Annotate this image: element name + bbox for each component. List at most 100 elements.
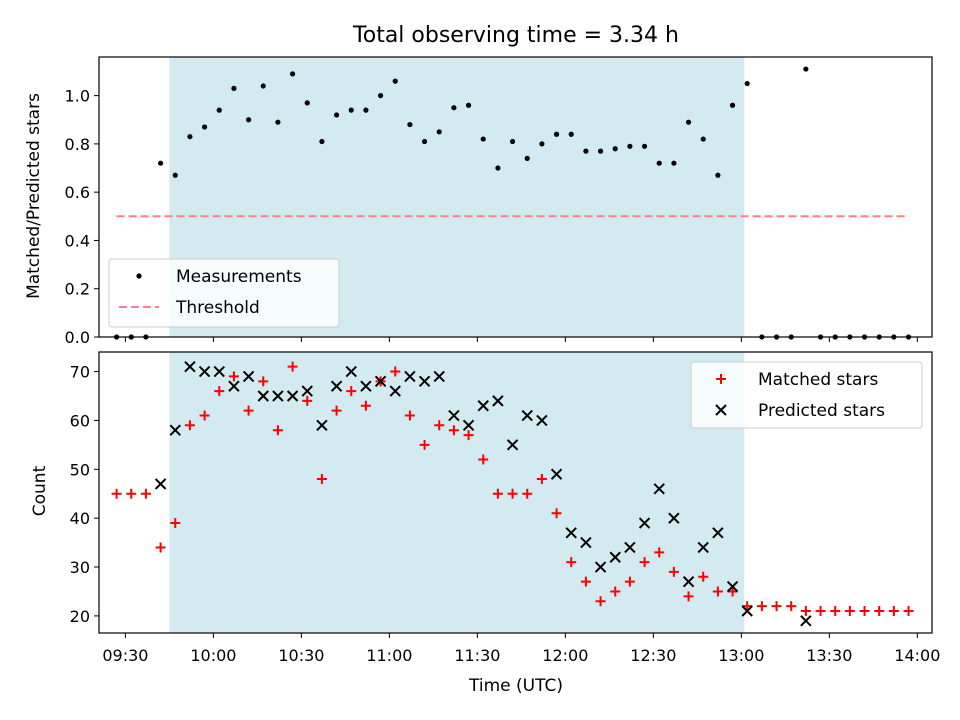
matched-point — [184, 420, 195, 431]
x-tick-label: 14:00 — [894, 646, 940, 665]
y-tick-label: 30 — [70, 558, 90, 577]
matched-point — [683, 591, 694, 602]
predicted-point — [726, 580, 739, 593]
series-0 — [111, 361, 914, 617]
bottom-panel-counts: 20 30 40 50 60 70 09:30 10:00 10:30 11:00 11:30 12:… — [70, 351, 940, 665]
predicted-point — [536, 414, 548, 427]
measurement-point — [216, 107, 222, 113]
x-tick-label: 13:30 — [806, 646, 852, 665]
y-tick-label: 0.6 — [65, 183, 90, 202]
matched-point — [331, 405, 342, 416]
matched-point — [419, 439, 430, 450]
matched-point — [580, 576, 591, 587]
measurement-point — [436, 129, 442, 135]
predicted-point — [477, 400, 489, 412]
measurement-point — [187, 134, 193, 140]
matched-point — [610, 586, 621, 597]
predicted-point — [668, 512, 680, 524]
predicted-point — [492, 395, 504, 407]
matched-point — [756, 601, 767, 612]
measurement-point — [245, 117, 252, 123]
measurement-point — [348, 107, 354, 113]
y-tick-label: 1.0 — [65, 87, 90, 106]
matched-point — [507, 488, 518, 499]
matched-point — [448, 425, 459, 436]
y-tick-label: 20 — [70, 607, 90, 626]
x-tick-label: 10:00 — [190, 646, 236, 665]
predicted-point — [404, 370, 416, 383]
x-tick-label: 11:00 — [366, 646, 412, 665]
matched-point — [214, 386, 225, 397]
predicted-point — [448, 409, 460, 422]
matched-point — [390, 366, 401, 377]
matched-point — [404, 410, 415, 421]
measurement-point — [656, 160, 662, 166]
predicted-point — [154, 478, 167, 490]
matched-point — [668, 566, 679, 577]
predicted-point — [638, 517, 651, 529]
predicted-point — [594, 561, 607, 573]
predicted-point — [624, 541, 636, 554]
predicted-point — [550, 468, 563, 480]
measurement-point — [744, 80, 750, 87]
series-1 — [154, 360, 812, 627]
legend-marker-x — [715, 404, 727, 416]
matched-point — [551, 508, 562, 519]
measurement-point — [275, 119, 281, 125]
x-axis-label: Time (UTC) — [468, 676, 563, 696]
legend-label: Predicted stars — [758, 401, 885, 421]
predicted-point — [360, 380, 372, 392]
matched-point — [155, 542, 166, 553]
matched-point — [742, 601, 753, 612]
measurement-point — [201, 124, 208, 130]
legend-box — [690, 361, 923, 429]
y-tick-label: 0.8 — [65, 135, 90, 154]
measurement-point — [715, 172, 721, 178]
measurement-point — [377, 93, 384, 99]
predicted-point — [433, 370, 445, 383]
legend-box — [108, 258, 340, 328]
measurement-point — [641, 143, 648, 149]
predicted-point — [330, 380, 343, 392]
measurement-point — [407, 121, 413, 128]
predicted-point — [682, 575, 695, 588]
measurement-point — [539, 141, 545, 147]
matched-point — [727, 586, 738, 597]
matched-point — [463, 430, 474, 441]
measurement-point — [568, 131, 574, 137]
measurement-point — [304, 100, 310, 106]
measurement-point — [480, 136, 486, 142]
predicted-point — [213, 365, 225, 378]
predicted-point — [741, 605, 753, 617]
predicted-point — [580, 536, 592, 549]
observing-window-shade — [169, 352, 745, 633]
matched-point — [844, 606, 855, 617]
predicted-point — [389, 385, 401, 397]
matched-point — [698, 571, 709, 582]
matched-point — [595, 596, 606, 607]
y-tick-label: 0.0 — [65, 328, 90, 347]
measurement-point — [231, 85, 237, 91]
legend: Matched stars Predicted stars — [690, 361, 923, 429]
measurement-point — [700, 136, 706, 142]
predicted-point — [697, 541, 709, 554]
chart-title: Total observing time = 3.34 h — [352, 23, 679, 48]
matched-point — [199, 410, 210, 421]
legend-label: Threshold — [175, 298, 260, 318]
matched-point — [140, 488, 151, 499]
x-tick-label: 12:00 — [542, 646, 588, 665]
matched-point — [859, 606, 870, 617]
matched-point — [478, 454, 489, 465]
matched-point — [126, 488, 137, 499]
measurement-point — [509, 138, 516, 145]
matched-point — [566, 557, 577, 568]
predicted-point — [286, 390, 299, 402]
predicted-point — [418, 375, 431, 388]
y-tick-label: 60 — [70, 411, 90, 430]
predicted-point — [301, 385, 313, 397]
measurement-point — [363, 107, 369, 113]
matched-point — [522, 488, 533, 499]
predicted-point — [272, 390, 284, 402]
predicted-point — [257, 390, 269, 402]
